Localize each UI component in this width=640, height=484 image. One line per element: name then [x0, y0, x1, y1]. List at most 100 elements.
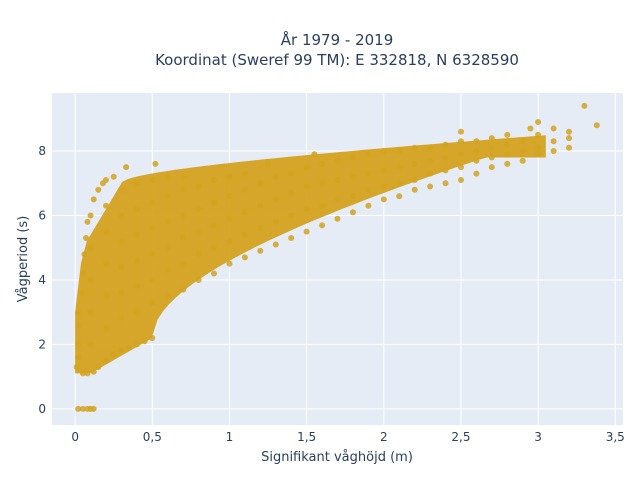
data-point-158 — [488, 144, 495, 151]
data-point-141 — [427, 157, 434, 164]
data-point-162 — [504, 141, 511, 148]
data-point-165 — [519, 148, 526, 154]
data-point-96 — [257, 180, 264, 187]
data-point-67 — [180, 286, 187, 293]
data-point-59 — [149, 177, 156, 183]
data-point-128 — [380, 183, 387, 190]
data-point-74 — [195, 251, 202, 258]
x-tick-label-2: 1 — [226, 430, 234, 444]
data-point-0 — [75, 405, 82, 412]
data-point-47 — [123, 164, 130, 171]
data-point-4 — [90, 405, 97, 412]
data-point-52 — [133, 206, 140, 212]
data-point-70 — [180, 212, 187, 219]
data-point-110 — [311, 151, 318, 158]
data-point-17 — [90, 368, 97, 375]
data-point-170 — [535, 131, 542, 138]
data-point-12 — [81, 251, 88, 258]
data-point-113 — [319, 180, 326, 187]
data-point-39 — [103, 228, 109, 235]
data-point-18 — [95, 364, 102, 370]
data-point-168 — [535, 151, 542, 158]
data-point-57 — [149, 225, 156, 232]
data-point-108 — [303, 183, 310, 190]
data-point-71 — [180, 186, 187, 193]
data-point-89 — [241, 231, 248, 238]
data-point-77 — [195, 183, 202, 190]
data-point-171 — [535, 119, 542, 125]
data-point-25 — [149, 335, 156, 341]
data-point-111 — [319, 222, 326, 229]
data-point-92 — [241, 170, 248, 177]
data-point-43 — [118, 264, 125, 271]
data-point-9 — [75, 309, 82, 316]
x-tick-label-1: 0,5 — [143, 430, 162, 444]
data-point-105 — [288, 170, 295, 177]
data-point-112 — [319, 202, 326, 209]
data-point-102 — [288, 235, 295, 241]
data-point-121 — [349, 173, 356, 180]
data-point-178 — [581, 102, 588, 109]
data-point-68 — [180, 260, 187, 267]
data-point-150 — [458, 138, 464, 145]
data-point-35 — [110, 173, 117, 180]
data-point-36 — [103, 325, 109, 332]
data-point-60 — [152, 160, 159, 167]
data-point-119 — [349, 209, 356, 216]
data-point-118 — [334, 157, 341, 164]
data-points — [73, 102, 600, 412]
data-point-11 — [79, 270, 86, 277]
data-point-88 — [241, 254, 248, 261]
data-point-145 — [442, 154, 449, 161]
data-point-38 — [103, 260, 109, 267]
data-point-107 — [303, 206, 310, 212]
data-point-146 — [442, 141, 449, 148]
data-point-126 — [365, 151, 372, 158]
data-point-177 — [566, 128, 572, 135]
data-point-176 — [566, 135, 572, 142]
data-point-80 — [211, 222, 217, 229]
data-point-73 — [195, 277, 202, 283]
data-point-135 — [411, 186, 418, 193]
data-point-6 — [75, 354, 82, 361]
x-tick-label-4: 2 — [380, 430, 388, 444]
data-point-48 — [133, 309, 140, 316]
data-point-117 — [334, 177, 341, 183]
data-point-55 — [149, 277, 156, 283]
chart-title-line-1: År 1979 - 2019 — [281, 30, 394, 49]
data-point-148 — [458, 164, 464, 171]
scatter-density-area — [75, 135, 546, 374]
x-tick-label-3: 1,5 — [297, 430, 316, 444]
point-density-band — [75, 135, 546, 374]
x-tick-label-5: 2,5 — [451, 430, 470, 444]
data-point-144 — [442, 167, 449, 174]
data-point-66 — [164, 173, 171, 180]
data-point-63 — [164, 244, 171, 251]
data-point-152 — [473, 170, 480, 177]
data-point-46 — [118, 186, 125, 193]
data-point-41 — [118, 315, 125, 322]
data-point-149 — [458, 151, 464, 158]
data-point-32 — [95, 186, 102, 193]
data-point-1 — [79, 405, 86, 412]
x-axis-title: Signifikant våghöjd (m) — [261, 450, 413, 465]
data-point-24 — [141, 338, 148, 345]
data-point-172 — [550, 148, 557, 154]
data-point-156 — [488, 164, 495, 171]
data-point-175 — [566, 144, 572, 151]
data-point-21 — [118, 347, 125, 354]
y-tick-label-0: 0 — [38, 402, 46, 416]
data-point-34 — [103, 177, 109, 183]
y-axis-title: Vågperiod (s) — [16, 216, 31, 303]
data-point-93 — [257, 247, 264, 254]
data-point-87 — [226, 173, 233, 180]
data-point-103 — [288, 212, 295, 219]
data-point-37 — [103, 293, 109, 300]
data-point-179 — [593, 122, 600, 129]
data-point-31 — [90, 196, 97, 203]
data-point-26 — [87, 341, 94, 348]
data-point-30 — [87, 212, 94, 219]
data-point-153 — [473, 157, 480, 164]
data-point-90 — [241, 209, 248, 216]
